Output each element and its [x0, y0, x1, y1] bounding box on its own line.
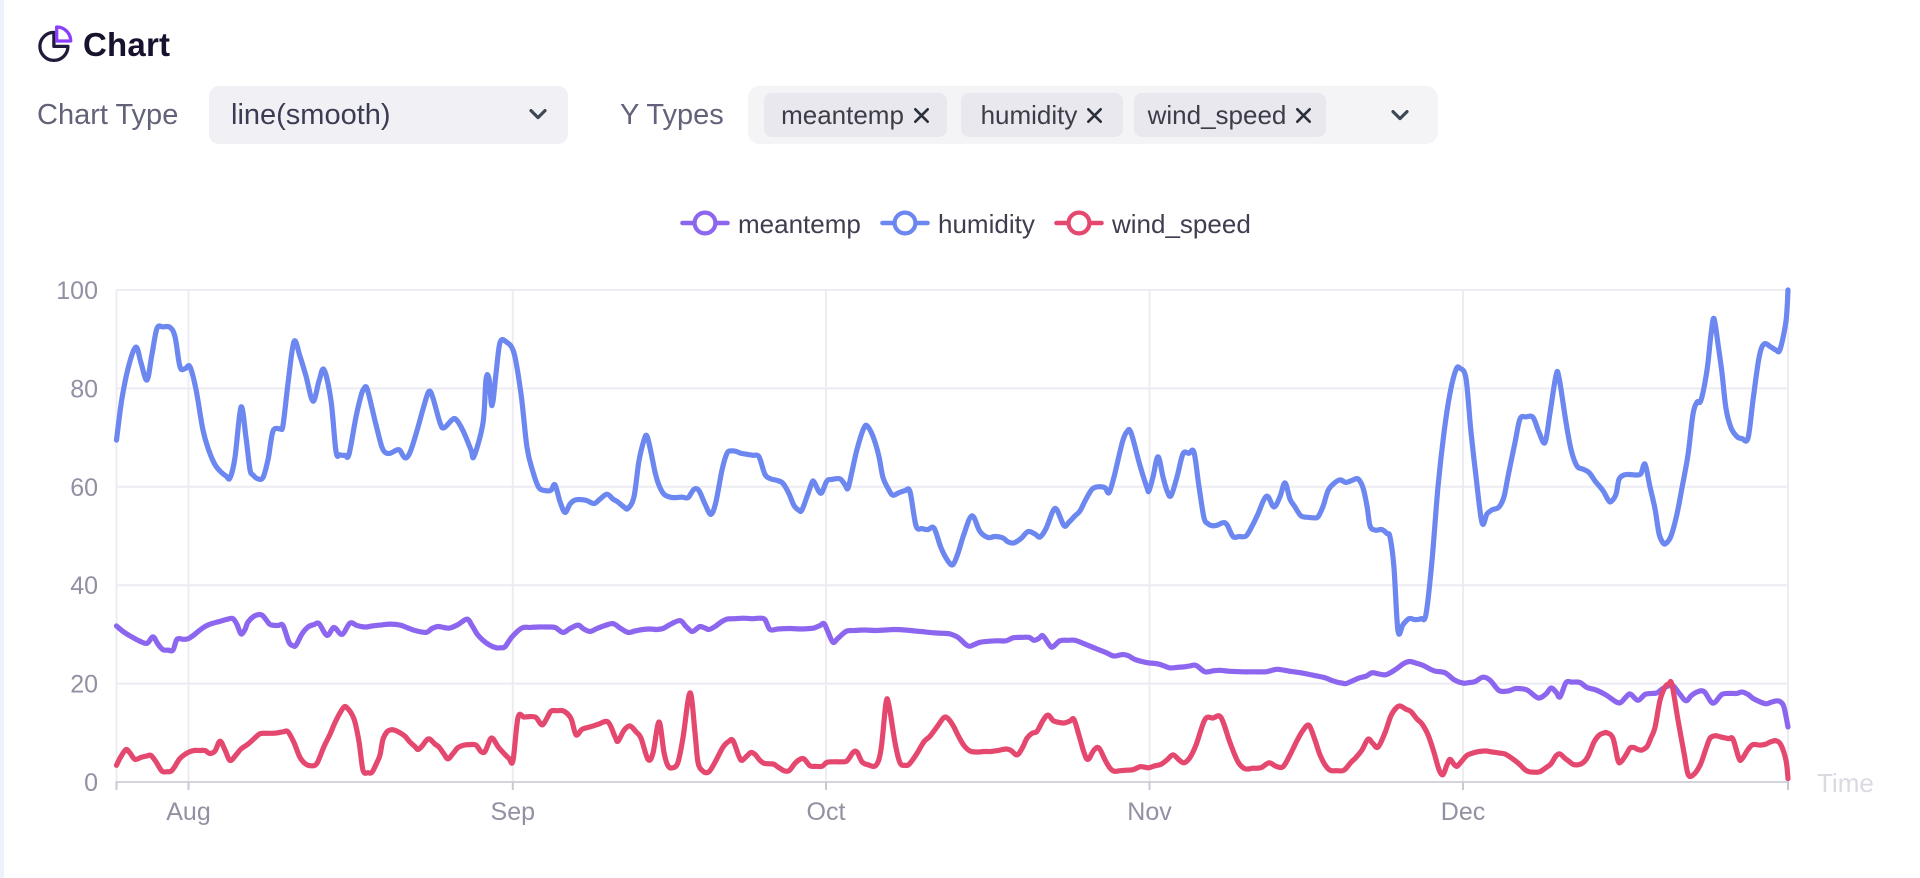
- svg-text:Oct: Oct: [807, 798, 846, 826]
- svg-text:80: 80: [70, 375, 98, 403]
- svg-text:0: 0: [84, 769, 98, 797]
- svg-text:Sep: Sep: [491, 798, 535, 826]
- svg-text:Nov: Nov: [1127, 798, 1172, 826]
- svg-text:Dec: Dec: [1441, 798, 1485, 826]
- svg-text:60: 60: [70, 474, 98, 502]
- svg-text:20: 20: [70, 671, 98, 699]
- svg-text:Aug: Aug: [166, 798, 210, 826]
- svg-text:40: 40: [70, 572, 98, 600]
- svg-text:Time: Time: [1817, 768, 1874, 798]
- svg-text:100: 100: [56, 277, 98, 305]
